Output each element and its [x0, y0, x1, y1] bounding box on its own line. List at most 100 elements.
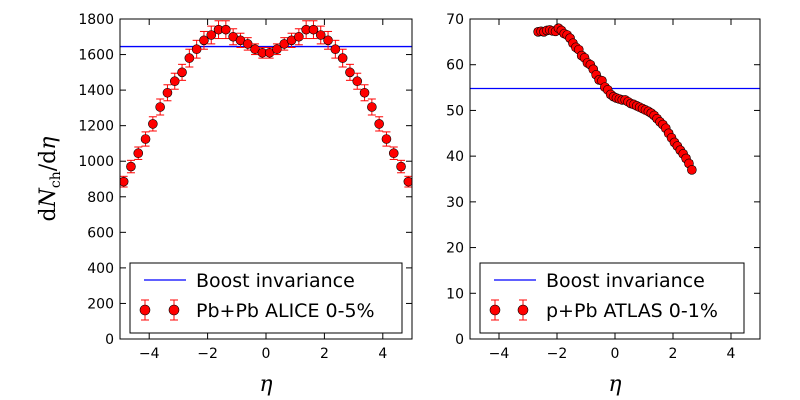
left-data-point [221, 20, 231, 40]
left-data-point [126, 159, 136, 174]
left-data-point [140, 131, 151, 147]
right-ytick-label: 50 [446, 103, 464, 119]
left-xtick-label: 4 [378, 346, 387, 362]
left-data-marker [162, 87, 173, 98]
left-data-point [294, 28, 304, 46]
right-ytick-label: 30 [446, 195, 464, 211]
right-xtick-label: −4 [489, 346, 510, 362]
right-legend-box [479, 262, 745, 334]
left-data-marker [184, 53, 195, 63]
left-data-marker [120, 176, 129, 187]
left-data-marker [330, 44, 341, 55]
right-ytick-label: 60 [446, 58, 464, 74]
left-chart-panel: −4 −2 0 2 4 0 200 400 600 800 1000 1200 1400 1600 1800… [36, 12, 413, 397]
left-data-marker [272, 44, 282, 55]
left-data-marker [199, 35, 209, 46]
left-data-point [162, 84, 173, 102]
left-legend-box [129, 262, 403, 334]
left-legend-label-data: Pb+Pb ALICE 0-5% [196, 300, 375, 322]
right-data-marker [687, 165, 697, 175]
left-data-point [308, 20, 319, 40]
left-xtick-label: 0 [262, 346, 271, 362]
left-ytick-label: 400 [87, 261, 114, 277]
left-ytick-label: 800 [87, 190, 114, 206]
left-data-point [133, 146, 144, 160]
left-data-point [148, 116, 158, 132]
left-ytick-label: 1800 [78, 12, 114, 28]
left-data-point [155, 98, 165, 116]
left-ytick-label: 1200 [78, 119, 114, 135]
left-chart-ticks: −4 −2 0 2 4 0 200 400 600 800 1000 1200 1400 1600 1800 [78, 12, 412, 362]
left-data-marker [140, 134, 151, 144]
left-legend-marker-swatch [139, 299, 180, 321]
left-data-point [191, 39, 202, 59]
left-ytick-label: 0 [105, 332, 114, 348]
left-ytick-label: 200 [87, 296, 114, 312]
right-data-point [597, 75, 607, 86]
left-chart-ylabel: dNch/dη [36, 137, 64, 222]
left-data-marker [352, 76, 363, 87]
left-data-point [228, 28, 238, 46]
left-data-marker [155, 102, 165, 112]
left-data-point [199, 30, 209, 50]
right-xtick-label: 0 [611, 346, 620, 362]
right-ytick-label: 70 [446, 12, 464, 28]
left-data-marker [396, 161, 406, 172]
left-data-point [206, 25, 217, 45]
left-data-point [330, 39, 341, 59]
left-data-marker [374, 119, 384, 129]
left-chart-legend: Boost invariance Pb+Pb ALICE 0-5% [129, 262, 403, 334]
left-data-marker [169, 76, 180, 87]
left-data-point [315, 25, 326, 45]
left-data-marker [294, 31, 304, 42]
left-data-point [345, 63, 355, 81]
left-legend-label-boost: Boost invariance [196, 270, 355, 292]
left-data-marker [323, 35, 333, 46]
right-data-point [687, 165, 697, 175]
left-chart-xlabel: η [259, 372, 272, 397]
left-data-marker [148, 119, 158, 129]
left-data-marker [388, 148, 399, 159]
left-data-marker [345, 67, 355, 78]
left-xtick-label: 2 [320, 346, 329, 362]
left-data-marker [221, 24, 231, 35]
left-data-point [272, 43, 282, 56]
right-xtick-label: 2 [669, 346, 678, 362]
left-data-marker [177, 67, 187, 78]
right-ytick-label: 0 [455, 332, 464, 348]
left-data-point [388, 146, 399, 160]
left-data-point [367, 98, 377, 116]
left-data-point [184, 48, 195, 68]
right-chart-marks [470, 23, 760, 175]
left-xtick-label: −4 [139, 346, 160, 362]
left-data-point [396, 159, 406, 174]
right-legend-label-boost: Boost invariance [546, 270, 705, 292]
left-data-point [286, 32, 297, 48]
left-ytick-label: 1600 [78, 48, 114, 64]
right-chart-legend: Boost invariance p+Pb ATLAS 0-1% [479, 262, 745, 334]
left-data-point [374, 116, 384, 132]
left-data-marker [308, 24, 319, 35]
left-data-point [177, 63, 187, 81]
left-data-marker [191, 44, 202, 55]
left-data-marker [359, 87, 370, 98]
right-legend-label-data: p+Pb ATLAS 0-1% [546, 300, 718, 322]
left-data-marker [367, 102, 377, 112]
left-data-point [337, 48, 348, 68]
left-data-marker [133, 148, 144, 159]
left-data-marker [337, 53, 348, 63]
right-ytick-label: 20 [446, 241, 464, 257]
left-data-point [264, 46, 275, 59]
left-data-point [359, 84, 370, 102]
right-chart-xlabel: η [608, 372, 621, 397]
left-xtick-label: −2 [197, 346, 218, 362]
left-data-point [235, 32, 246, 48]
right-xtick-label: −2 [547, 346, 568, 362]
left-data-marker [381, 134, 392, 144]
right-ytick-label: 40 [446, 149, 464, 165]
left-data-marker [126, 161, 136, 172]
left-data-point [323, 30, 333, 50]
right-legend-marker-swatch [489, 299, 529, 321]
